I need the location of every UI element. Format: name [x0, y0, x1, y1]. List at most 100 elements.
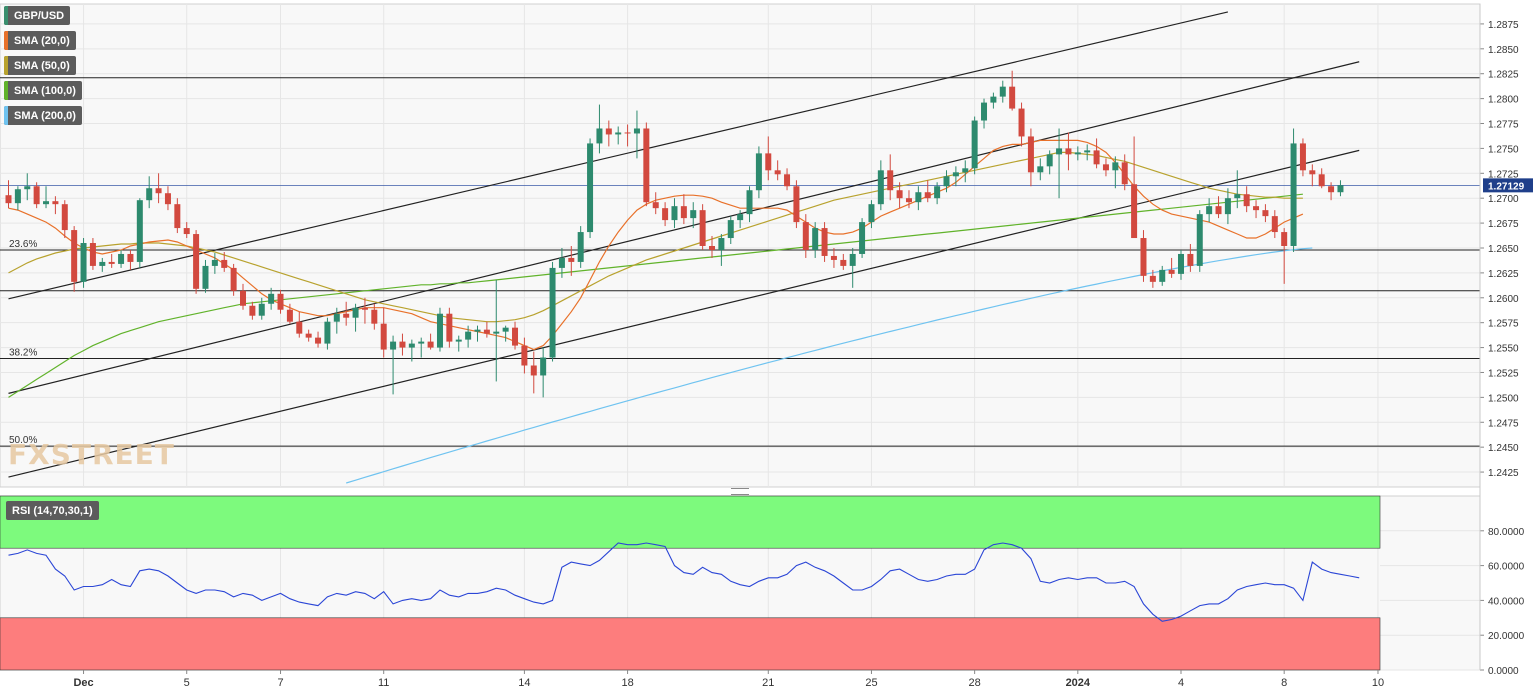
candle-body	[587, 143, 594, 233]
rsi-oversold-zone	[0, 617, 1381, 671]
candle-body	[521, 345, 528, 366]
price-panel-bg	[0, 3, 1481, 488]
legend-sma-100[interactable]: SMA (100,0)	[4, 81, 82, 100]
candle-body	[680, 206, 687, 219]
y-tick-label: 1.2650	[1488, 244, 1519, 255]
rsi-legend[interactable]: RSI (14,70,30,1)	[6, 501, 99, 520]
y-tick-label: 1.2475	[1488, 418, 1519, 429]
candle-body	[877, 170, 884, 205]
candle-body	[277, 293, 284, 310]
candle-body	[952, 172, 959, 177]
candle-body	[258, 303, 265, 316]
legend-swatch	[4, 31, 8, 50]
y-tick-label: 1.2625	[1488, 269, 1519, 280]
y-tick-label: 1.2800	[1488, 95, 1519, 106]
candle-body	[1074, 152, 1081, 155]
candle-body	[924, 192, 931, 199]
candle-body	[1159, 269, 1166, 282]
y-tick-label: 1.2850	[1488, 45, 1519, 56]
candle-body	[784, 174, 791, 187]
candle-body	[1299, 143, 1306, 171]
candle-body	[690, 210, 697, 219]
candle-body	[436, 313, 443, 348]
candle-body	[380, 323, 387, 350]
candle-body	[859, 222, 866, 254]
candle-body	[540, 357, 547, 376]
candle-body	[915, 192, 922, 203]
candle-body	[802, 222, 809, 250]
candle-body	[343, 313, 350, 318]
candle-body	[202, 265, 209, 289]
candle-body	[183, 228, 190, 235]
legend-swatch	[4, 106, 8, 125]
candle-body	[887, 170, 894, 191]
x-tick-label: 2024	[1066, 677, 1091, 689]
candle-body	[240, 290, 246, 306]
candle-body	[1018, 108, 1025, 137]
candle-body	[671, 206, 678, 221]
panel-resize-handle[interactable]	[731, 488, 749, 495]
fib-level-label: 38.2%	[9, 348, 37, 359]
candle-body	[71, 230, 78, 282]
candle-body	[633, 128, 640, 134]
candle-body	[990, 96, 997, 103]
candle-body	[296, 321, 303, 334]
candle-body	[24, 186, 31, 190]
fib-level-label: 23.6%	[9, 239, 37, 250]
candle-body	[662, 208, 669, 221]
axes: 1.2875 1.2850 1.2825 1.2800 1.2775 1.2750 1.27…	[73, 4, 1533, 689]
candle-body	[812, 228, 819, 250]
rsi-y-tick-label: 60.0000	[1488, 562, 1525, 573]
x-tick-label: Dec	[73, 677, 93, 689]
rsi-overbought-zone	[0, 495, 1381, 549]
candle-body	[568, 257, 575, 262]
candle-body	[530, 365, 537, 376]
x-tick-label: 7	[277, 677, 283, 689]
sma-100-line	[8, 193, 1303, 398]
candle-body	[1309, 170, 1316, 175]
candle-body	[1027, 136, 1034, 173]
candle-body	[793, 186, 800, 223]
candle-body	[896, 190, 903, 199]
rsi-line	[8, 542, 1360, 622]
symbol-label: GBP/USD	[14, 9, 65, 22]
candle-body	[1168, 269, 1175, 274]
candle-body	[765, 153, 772, 171]
candle-body	[774, 170, 781, 175]
candle-body	[558, 257, 565, 268]
candle-body	[324, 321, 331, 344]
candle-body	[455, 339, 462, 342]
candle-body	[962, 168, 969, 173]
candle-body	[164, 193, 171, 205]
legend-symbol[interactable]: GBP/USD	[4, 6, 71, 25]
candle-body	[709, 245, 715, 250]
sma-200-label: SMA (200,0)	[14, 109, 76, 122]
candle-body	[286, 309, 293, 322]
candle-body	[61, 204, 68, 231]
candle-body	[408, 343, 415, 348]
sma-100-label: SMA (100,0)	[14, 84, 76, 97]
candle-body	[1149, 275, 1156, 282]
candle-body	[80, 243, 87, 282]
legend-sma-50[interactable]: SMA (50,0)	[4, 56, 76, 75]
candle-body	[99, 261, 106, 266]
x-tick-label: 5	[184, 677, 190, 689]
candle-body	[211, 259, 218, 266]
current-price-label: 1.27129	[1488, 181, 1525, 192]
candle-body	[652, 202, 659, 209]
candle-body	[1131, 184, 1138, 239]
candle-body	[136, 200, 143, 262]
y-tick-label: 1.2450	[1488, 443, 1519, 454]
legend-sma-20[interactable]: SMA (20,0)	[4, 31, 76, 50]
legend-sma-200[interactable]: SMA (200,0)	[4, 106, 82, 125]
x-tick-label: 21	[762, 677, 774, 689]
candle-body	[33, 186, 40, 205]
candle-body	[1337, 185, 1344, 193]
sma-20-label: SMA (20,0)	[14, 34, 70, 47]
candle-body	[1262, 210, 1269, 217]
candle-body	[1084, 150, 1091, 153]
candle-body	[474, 329, 481, 332]
candle-body	[746, 190, 753, 215]
candle-body	[596, 128, 603, 144]
